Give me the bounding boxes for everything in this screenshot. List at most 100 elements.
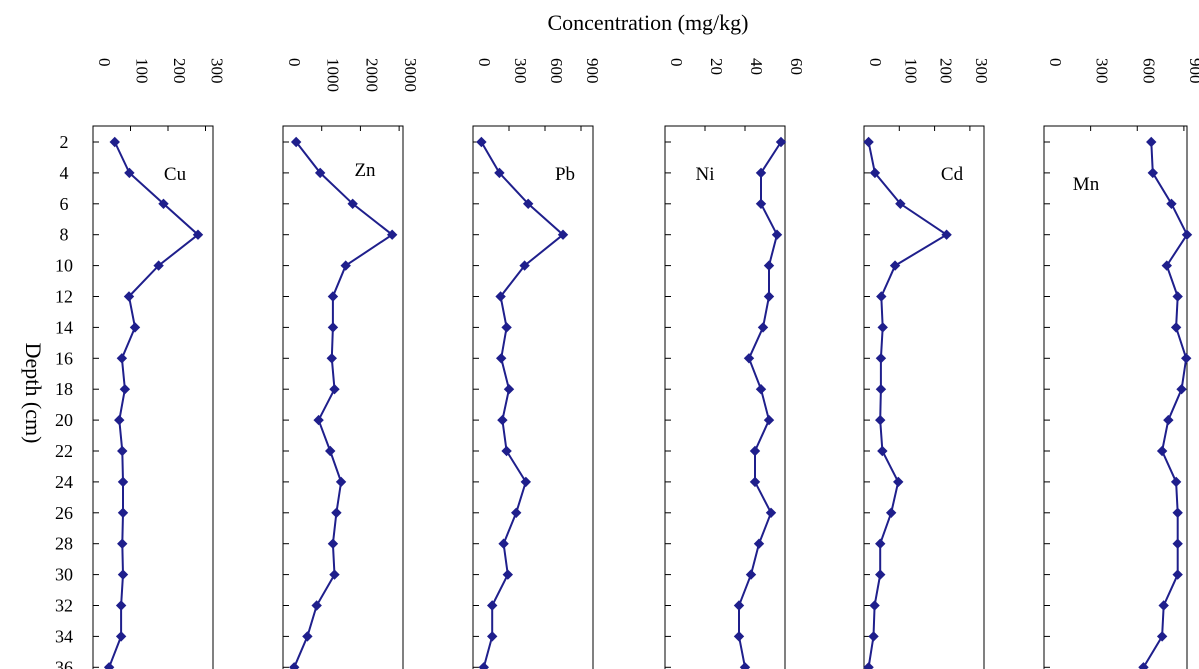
data-point-cd <box>893 476 904 488</box>
data-point-mn <box>1172 538 1183 549</box>
data-point-pb <box>520 476 532 488</box>
data-point-cd <box>875 538 886 549</box>
data-point-zn <box>289 662 300 669</box>
data-point-cd <box>863 136 874 148</box>
data-point-pb <box>486 600 498 611</box>
data-point-pb <box>495 353 507 364</box>
y-tick-label: 32 <box>55 596 73 616</box>
data-point-cd <box>876 291 887 302</box>
data-point-pb <box>495 291 506 302</box>
data-point-ni <box>765 507 777 519</box>
series-line-zn <box>293 141 394 668</box>
x-tick-label: 300 <box>511 58 530 84</box>
data-point-cu <box>117 507 129 519</box>
data-point-pb <box>494 167 505 179</box>
panel-zn: 0 1000 2000 3000 Zn <box>282 58 420 669</box>
panel-frame-pb <box>472 125 594 669</box>
data-point-cu <box>117 538 128 549</box>
data-point-mn <box>1147 167 1159 179</box>
data-point-ni <box>755 383 767 395</box>
data-point-pb <box>522 198 534 210</box>
data-point-pb <box>498 538 509 549</box>
x-tick-label: 300 <box>208 58 227 84</box>
data-point-cd <box>877 445 888 457</box>
data-point-zn <box>290 136 302 148</box>
y-tick-label: 18 <box>55 379 73 399</box>
y-tick-label: 6 <box>60 194 69 214</box>
data-point-ni <box>743 353 755 364</box>
data-point-pb <box>519 260 530 271</box>
panel-label-cd: Cd <box>941 164 964 185</box>
y-tick-label: 4 <box>60 163 69 183</box>
data-point-mn <box>1172 569 1183 580</box>
data-point-cd <box>875 383 887 395</box>
panel-label-pb: Pb <box>555 164 575 185</box>
panel-label-zn: Zn <box>354 160 376 181</box>
series-line-mn <box>1142 141 1189 668</box>
x-tick-label: 3000 <box>401 58 420 92</box>
y-tick-label: 20 <box>55 410 73 430</box>
y-tick-label: 24 <box>55 472 73 492</box>
data-point-cd <box>895 198 906 210</box>
data-point-ni <box>749 476 761 488</box>
data-point-cu <box>117 476 129 488</box>
data-point-zn <box>327 538 339 549</box>
data-point-pb <box>557 229 569 240</box>
data-point-cd <box>869 167 881 179</box>
data-point-pb <box>510 507 522 519</box>
data-point-ni <box>755 198 767 210</box>
data-point-pb <box>501 445 512 457</box>
panel-ni: 0 20 40 60 Ni <box>664 58 806 669</box>
data-point-zn <box>335 476 347 488</box>
data-point-cu <box>119 383 131 395</box>
data-point-zn <box>311 600 322 611</box>
data-point-zn <box>327 291 339 302</box>
panel-label-cu: Cu <box>164 164 187 185</box>
y-tick-label: 14 <box>55 317 73 337</box>
data-point-ni <box>739 662 751 669</box>
x-tick-label: 0 <box>866 58 885 67</box>
data-point-cd <box>868 631 879 642</box>
data-point-ni <box>749 445 761 457</box>
data-point-pb <box>497 414 508 426</box>
data-point-mn <box>1181 229 1193 240</box>
x-tick-label: 100 <box>133 58 152 84</box>
data-point-mn <box>1156 631 1168 642</box>
panel-frame-cd <box>863 125 985 669</box>
data-point-cu <box>109 136 120 148</box>
series-line-cu <box>108 141 200 668</box>
data-point-mn <box>1181 353 1192 364</box>
y-tick-label: 26 <box>55 503 73 523</box>
data-point-ni <box>775 136 787 148</box>
data-point-pb <box>503 383 515 395</box>
data-point-pb <box>476 136 487 148</box>
data-point-cd <box>875 569 886 580</box>
panel-mn: 0 300 600 900 Mn <box>1043 58 1199 669</box>
x-tick-label: 900 <box>1186 58 1199 84</box>
x-tick-label: 1000 <box>324 58 343 92</box>
data-point-cu <box>117 569 129 580</box>
data-point-pb <box>501 322 512 333</box>
data-point-ni <box>753 538 765 549</box>
data-point-ni <box>757 322 769 333</box>
panel-frame-cu <box>92 125 214 669</box>
data-point-ni <box>733 631 745 642</box>
panel-label-ni: Ni <box>696 164 715 185</box>
panel-cd: 0 100 200 300 Cd <box>863 58 991 669</box>
data-point-cu <box>158 198 169 210</box>
data-point-mn <box>1156 445 1168 457</box>
data-point-mn <box>1161 260 1173 271</box>
x-tick-label: 200 <box>170 58 189 84</box>
data-point-cd <box>885 507 897 519</box>
data-point-cd <box>877 322 888 333</box>
y-tick-label: 22 <box>55 441 73 461</box>
panel-frame-mn <box>1043 125 1188 669</box>
data-point-cu <box>153 260 164 271</box>
data-point-zn <box>386 229 398 240</box>
series-line-cd <box>867 141 949 668</box>
data-point-cu <box>114 414 125 426</box>
data-point-zn <box>340 260 351 271</box>
panel-pb: 0 300 600 900 Pb <box>472 58 602 669</box>
